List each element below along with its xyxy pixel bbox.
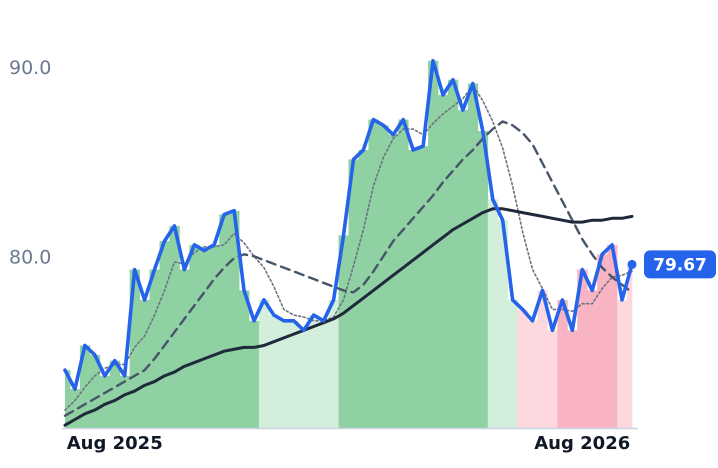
area-step	[249, 320, 260, 429]
area-step	[149, 269, 160, 429]
area-step	[209, 244, 220, 429]
area-step	[537, 290, 548, 429]
area-step	[89, 354, 101, 429]
area-step	[388, 134, 399, 429]
area-step	[447, 79, 459, 430]
area-step	[258, 299, 270, 429]
area-step	[378, 125, 389, 429]
area-step	[338, 235, 349, 429]
area-step	[79, 345, 91, 429]
area-step	[547, 330, 558, 429]
series-line	[63, 120, 634, 417]
area-step	[597, 254, 608, 429]
area-step	[487, 199, 499, 429]
area-step	[567, 330, 578, 429]
area-step	[467, 83, 479, 429]
area-step	[239, 290, 250, 429]
area-step	[557, 299, 568, 429]
label-layer: 80.0 90.0 Aug 2025 Aug 2026 79.67	[9, 57, 716, 454]
area-step	[119, 375, 131, 429]
area-step	[368, 119, 379, 429]
area-step	[268, 315, 280, 429]
x-tick-label: Aug 2025	[67, 433, 163, 454]
area-step	[507, 299, 519, 429]
area-step	[358, 149, 369, 429]
area-step	[278, 320, 290, 429]
area-step	[477, 130, 489, 429]
area-layer	[65, 60, 633, 430]
value-label-box	[644, 250, 716, 279]
area-step	[129, 269, 141, 429]
area-step	[348, 159, 359, 429]
y-tick-label: 80.0	[9, 247, 51, 269]
y-tick-label: 90.0	[9, 57, 51, 79]
series-line	[63, 207, 634, 427]
x-tick-label: Aug 2026	[534, 433, 630, 454]
area-step	[398, 119, 409, 429]
area-step	[229, 210, 240, 429]
area-step	[438, 94, 449, 430]
area-step	[627, 264, 633, 429]
series-line	[64, 84, 633, 411]
value-label: 79.67	[653, 255, 707, 275]
area-step	[199, 250, 210, 429]
area-step	[527, 320, 538, 429]
area-step	[587, 290, 598, 429]
area-step	[308, 315, 320, 429]
area-step	[99, 375, 111, 429]
area-step	[318, 320, 330, 429]
area-step	[179, 269, 190, 429]
area-step	[288, 320, 300, 429]
area-step	[517, 309, 528, 429]
area-step	[457, 110, 469, 429]
area-step	[109, 360, 121, 429]
area-step	[298, 330, 310, 429]
area-step	[328, 299, 339, 429]
area-step	[418, 146, 429, 430]
area-step	[607, 244, 618, 429]
area-step	[189, 244, 200, 429]
area-step	[159, 241, 170, 429]
area-step	[219, 214, 230, 429]
area-step	[65, 370, 71, 429]
area-step	[169, 225, 180, 429]
last-point	[627, 259, 637, 269]
series-line	[63, 58, 634, 391]
area-step	[139, 299, 150, 429]
area-step	[577, 269, 588, 429]
area-step	[69, 389, 81, 429]
area-step	[617, 299, 628, 429]
line-layer	[63, 58, 634, 427]
area-step	[497, 220, 509, 429]
area-step	[408, 149, 419, 429]
